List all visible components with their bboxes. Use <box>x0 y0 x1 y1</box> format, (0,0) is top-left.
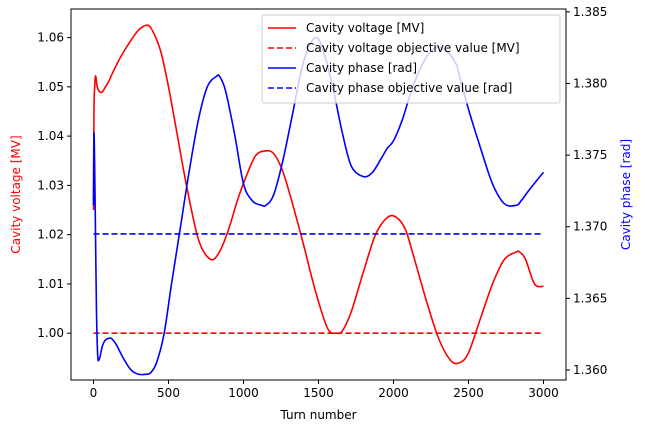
left-y-tick-label: 1.04 <box>37 129 64 143</box>
right-y-tick-label: 1.365 <box>573 291 607 305</box>
left-y-tick-label: 1.00 <box>37 326 64 340</box>
right-y-tick-label: 1.385 <box>573 5 607 19</box>
legend-label-0: Cavity voltage [MV] <box>306 21 424 35</box>
left-y-tick-label: 1.06 <box>37 31 64 45</box>
x-tick-label: 1500 <box>303 386 334 400</box>
right-y-tick-label: 1.370 <box>573 220 607 234</box>
left-y-tick-label: 1.02 <box>37 228 64 242</box>
x-tick-label: 500 <box>157 386 180 400</box>
left-y-axis-label: Cavity voltage [MV] <box>9 135 23 253</box>
series-line-0 <box>92 24 544 365</box>
right-y-tick-label: 1.360 <box>573 363 607 377</box>
right-y-tick-label: 1.380 <box>573 76 607 90</box>
left-y-axis: 1.00 1.01 1.02 1.03 1.04 1.05 1.06 <box>37 31 71 340</box>
legend-label-3: Cavity phase objective value [rad] <box>306 81 512 95</box>
right-y-tick-label: 1.375 <box>573 148 607 162</box>
x-tick-label: 2000 <box>378 386 409 400</box>
x-tick-label: 2500 <box>453 386 484 400</box>
legend-label-1: Cavity voltage objective value [MV] <box>306 41 520 55</box>
x-axis-label: Turn number <box>279 408 356 422</box>
x-axis: 0 500 1000 1500 2000 2500 3000 <box>90 380 559 400</box>
left-y-tick-label: 1.01 <box>37 277 64 291</box>
legend-label-2: Cavity phase [rad] <box>306 61 417 75</box>
right-y-axis-label: Cavity phase [rad] <box>619 139 633 250</box>
right-y-axis: 1.360 1.365 1.370 1.375 1.380 1.385 <box>566 5 607 377</box>
left-y-tick-label: 1.03 <box>37 178 64 192</box>
x-tick-label: 0 <box>90 386 98 400</box>
legend-box <box>261 14 561 104</box>
x-tick-label: 3000 <box>528 386 559 400</box>
x-tick-label: 1000 <box>228 386 259 400</box>
left-y-tick-label: 1.05 <box>37 80 64 94</box>
legend: Cavity voltage [MV] Cavity voltage object… <box>261 14 561 104</box>
